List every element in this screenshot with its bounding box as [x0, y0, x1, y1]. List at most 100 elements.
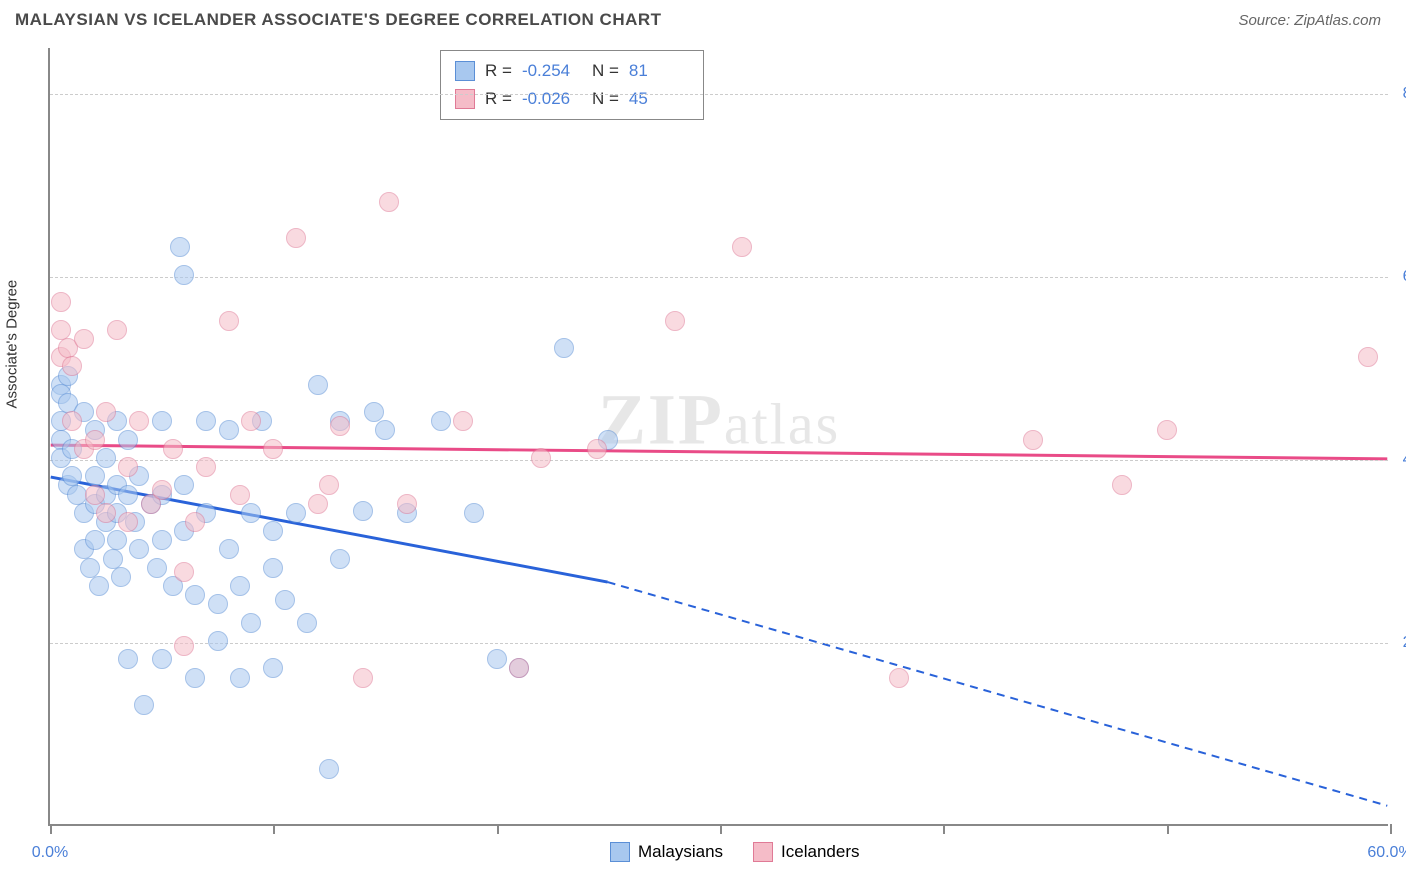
scatter-point: [263, 658, 283, 678]
scatter-point: [330, 549, 350, 569]
scatter-point: [464, 503, 484, 523]
scatter-point: [152, 649, 172, 669]
x-tick: [720, 824, 722, 834]
n-label: N =: [592, 89, 619, 109]
r-label: R =: [485, 89, 512, 109]
scatter-point: [174, 562, 194, 582]
scatter-point: [219, 420, 239, 440]
scatter-point: [118, 457, 138, 477]
swatch-icon: [753, 842, 773, 862]
scatter-point: [219, 311, 239, 331]
scatter-point: [732, 237, 752, 257]
legend-label-1: Malaysians: [638, 842, 723, 862]
n-value-2: 45: [629, 89, 689, 109]
scatter-point: [241, 411, 261, 431]
scatter-point: [118, 512, 138, 532]
scatter-point: [51, 292, 71, 312]
scatter-point: [111, 567, 131, 587]
grid-line: [50, 94, 1388, 95]
chart-area: ZIPatlas R = -0.254 N = 81 R = -0.026 N …: [48, 48, 1388, 826]
scatter-point: [118, 430, 138, 450]
x-tick-label: 0.0%: [32, 844, 68, 862]
x-tick: [943, 824, 945, 834]
scatter-point: [487, 649, 507, 669]
scatter-point: [889, 668, 909, 688]
y-axis-label: Associate's Degree: [4, 280, 21, 409]
scatter-point: [85, 430, 105, 450]
chart-title: MALAYSIAN VS ICELANDER ASSOCIATE'S DEGRE…: [15, 10, 662, 30]
scatter-point: [174, 636, 194, 656]
swatch-icon: [455, 89, 475, 109]
r-value-2: -0.026: [522, 89, 582, 109]
scatter-point: [174, 475, 194, 495]
scatter-point: [107, 530, 127, 550]
scatter-point: [308, 494, 328, 514]
scatter-point: [118, 649, 138, 669]
scatter-point: [163, 439, 183, 459]
scatter-point: [330, 416, 350, 436]
scatter-point: [665, 311, 685, 331]
scatter-point: [263, 521, 283, 541]
scatter-point: [319, 759, 339, 779]
scatter-point: [118, 485, 138, 505]
x-tick: [1167, 824, 1169, 834]
grid-line: [50, 643, 1388, 644]
scatter-point: [554, 338, 574, 358]
scatter-point: [74, 329, 94, 349]
scatter-point: [308, 375, 328, 395]
scatter-point: [134, 695, 154, 715]
x-tick: [497, 824, 499, 834]
scatter-point: [208, 594, 228, 614]
correlation-legend: R = -0.254 N = 81 R = -0.026 N = 45: [440, 50, 704, 120]
scatter-point: [152, 480, 172, 500]
r-value-1: -0.254: [522, 61, 582, 81]
scatter-point: [103, 549, 123, 569]
scatter-point: [62, 466, 82, 486]
x-tick: [1390, 824, 1392, 834]
scatter-point: [85, 466, 105, 486]
y-tick-label: 60.0%: [1403, 268, 1406, 286]
y-tick-label: 80.0%: [1403, 85, 1406, 103]
scatter-point: [241, 613, 261, 633]
corr-row-1: R = -0.254 N = 81: [455, 57, 689, 85]
x-tick: [273, 824, 275, 834]
scatter-point: [208, 631, 228, 651]
scatter-point: [1023, 430, 1043, 450]
n-label: N =: [592, 61, 619, 81]
scatter-point: [107, 320, 127, 340]
scatter-point: [80, 558, 100, 578]
scatter-point: [62, 356, 82, 376]
legend-label-2: Icelanders: [781, 842, 859, 862]
scatter-point: [1112, 475, 1132, 495]
scatter-point: [453, 411, 473, 431]
corr-row-2: R = -0.026 N = 45: [455, 85, 689, 113]
scatter-point: [263, 558, 283, 578]
scatter-point: [96, 402, 116, 422]
scatter-point: [185, 585, 205, 605]
y-tick-label: 40.0%: [1403, 451, 1406, 469]
scatter-point: [230, 485, 250, 505]
scatter-point: [96, 503, 116, 523]
watermark: ZIPatlas: [598, 379, 840, 462]
source-label: Source: ZipAtlas.com: [1238, 12, 1381, 29]
swatch-icon: [455, 61, 475, 81]
scatter-point: [241, 503, 261, 523]
x-tick-label: 60.0%: [1367, 844, 1406, 862]
grid-line: [50, 460, 1388, 461]
scatter-point: [531, 448, 551, 468]
scatter-point: [587, 439, 607, 459]
scatter-point: [185, 512, 205, 532]
scatter-point: [286, 228, 306, 248]
scatter-point: [397, 494, 417, 514]
y-tick-label: 20.0%: [1403, 634, 1406, 652]
scatter-point: [230, 576, 250, 596]
x-tick: [50, 824, 52, 834]
scatter-point: [129, 411, 149, 431]
scatter-point: [275, 590, 295, 610]
scatter-point: [1358, 347, 1378, 367]
scatter-point: [364, 402, 384, 422]
scatter-point: [509, 658, 529, 678]
trend-lines: [50, 48, 1388, 824]
r-label: R =: [485, 61, 512, 81]
legend-item-2: Icelanders: [753, 842, 859, 862]
